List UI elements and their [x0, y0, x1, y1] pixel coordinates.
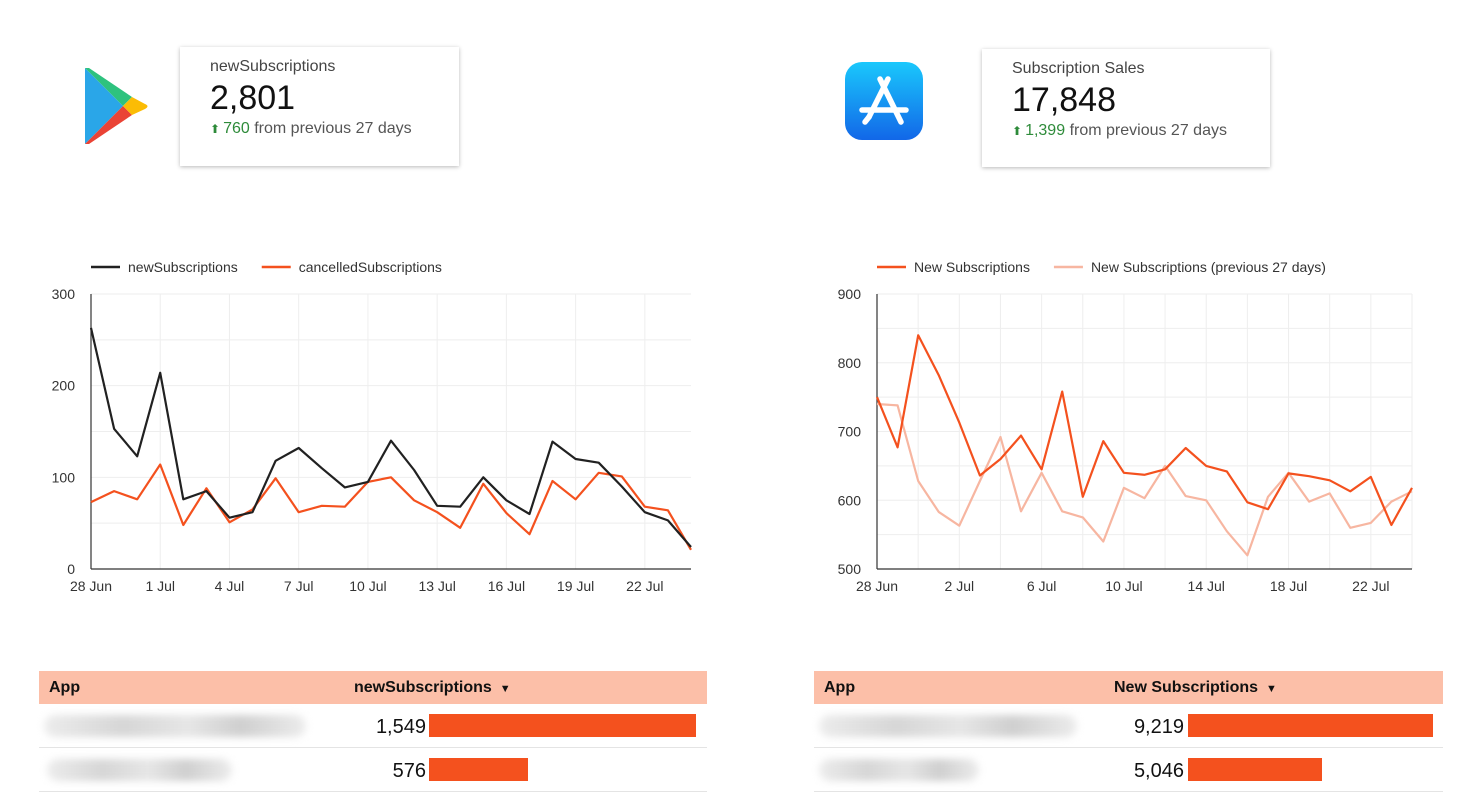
series-line — [875, 334, 1413, 527]
subscription-sales-line-chart: 500 600 700 800 900 28 Jun 2 Jul 6 Jul 10 Jul 14 … — [838, 259, 1413, 594]
legend-label[interactable]: cancelledSubscriptions — [299, 259, 442, 275]
kpi-delta-text: from previous 27 days — [1069, 122, 1227, 139]
x-tick-label: 10 Jul — [349, 578, 386, 594]
blurred-app-name — [47, 759, 232, 781]
kpi-scorecard: Subscription Sales 17,848 ⬆ 1,399 from pr… — [982, 49, 1270, 167]
x-tick-label: 10 Jul — [1105, 578, 1142, 594]
column-header-label: newSubscriptions — [354, 679, 492, 696]
kpi-delta: ⬆ 760 from previous 27 days — [210, 119, 429, 139]
x-tick-label: 7 Jul — [284, 578, 314, 594]
column-header-label: New Subscriptions — [1114, 679, 1259, 696]
y-tick-label: 0 — [67, 561, 75, 577]
x-tick-label: 22 Jul — [1352, 578, 1389, 594]
table-header: App New Subscriptions ▼ — [814, 671, 1443, 704]
y-tick-label: 900 — [838, 286, 862, 302]
sort-desc-icon[interactable]: ▼ — [499, 683, 511, 695]
x-tick-label: 14 Jul — [1188, 578, 1225, 594]
x-tick-label: 28 Jun — [856, 578, 898, 594]
y-tick-label: 800 — [838, 355, 862, 371]
app-table: App newSubscriptions ▼ 1,549 576 — [39, 671, 707, 792]
y-tick-label: 600 — [838, 492, 862, 508]
blurred-app-name — [44, 715, 306, 737]
arrow-up-icon: ⬆ — [210, 122, 221, 136]
sort-desc-icon[interactable]: ▼ — [1266, 683, 1277, 695]
google-play-icon — [85, 68, 148, 144]
x-tick-label: 2 Jul — [945, 578, 975, 594]
x-tick-label: 4 Jul — [215, 578, 245, 594]
x-tick-label: 16 Jul — [488, 578, 525, 594]
series-line — [90, 463, 692, 551]
kpi-label: newSubscriptions — [210, 58, 336, 75]
column-header-metric[interactable]: New Subscriptions ▼ — [1114, 679, 1277, 697]
y-tick-label: 500 — [838, 561, 862, 577]
table-row[interactable]: 5,046 — [814, 748, 1443, 792]
table-row[interactable]: 576 — [39, 748, 707, 792]
kpi-scorecard: newSubscriptions 2,801 ⬆ 760 from previou… — [180, 47, 459, 166]
app-table: App New Subscriptions ▼ 9,219 5,046 — [814, 671, 1443, 792]
y-tick-label: 700 — [838, 424, 862, 440]
kpi-value: 2,801 — [210, 79, 296, 117]
table-row[interactable]: 1,549 — [39, 704, 707, 748]
row-value: 5,046 — [1133, 760, 1184, 782]
x-tick-label: 1 Jul — [145, 578, 175, 594]
column-header-metric[interactable]: newSubscriptions ▼ — [354, 679, 511, 697]
row-bar — [1188, 714, 1433, 737]
kpi-value: 17,848 — [1012, 81, 1116, 119]
series-line — [876, 402, 1413, 557]
series-line — [89, 327, 692, 548]
kpi-delta-value: 760 — [223, 120, 250, 137]
subscriptions-line-chart: 0 100 200 300 28 Jun 1 Jul 4 Jul 7 Jul 10 Jul 13 … — [52, 259, 692, 594]
arrow-up-icon: ⬆ — [1012, 124, 1023, 138]
row-bar — [1188, 758, 1322, 781]
table-row[interactable]: 9,219 — [814, 704, 1443, 748]
kpi-label: Subscription Sales — [1012, 60, 1145, 77]
x-tick-label: 22 Jul — [626, 578, 663, 594]
column-header-app[interactable]: App — [49, 679, 81, 696]
x-tick-label: 18 Jul — [1270, 578, 1307, 594]
kpi-delta-text: from previous 27 days — [254, 120, 412, 137]
row-value: 1,549 — [375, 716, 426, 738]
blurred-app-name — [819, 759, 979, 781]
kpi-delta-value: 1,399 — [1025, 122, 1066, 139]
row-value: 576 — [392, 760, 426, 782]
kpi-delta: ⬆ 1,399 from previous 27 days — [1012, 121, 1240, 141]
app-store-icon — [845, 62, 923, 140]
x-tick-label: 13 Jul — [418, 578, 455, 594]
app-store-panel: Subscription Sales 17,848 ⬆ 1,399 from pr… — [737, 0, 1475, 800]
google-play-panel: newSubscriptions 2,801 ⬆ 760 from previou… — [0, 0, 737, 800]
column-header-app[interactable]: App — [824, 679, 856, 696]
x-tick-label: 6 Jul — [1027, 578, 1057, 594]
y-tick-label: 300 — [52, 286, 76, 302]
legend-label[interactable]: New Subscriptions (previous 27 days) — [1091, 259, 1326, 275]
row-bar — [429, 758, 529, 781]
blurred-app-name — [819, 715, 1077, 737]
y-tick-label: 100 — [52, 469, 76, 485]
row-value: 9,219 — [1133, 716, 1184, 738]
legend-label[interactable]: New Subscriptions — [914, 259, 1030, 275]
x-tick-label: 19 Jul — [557, 578, 594, 594]
table-header: App newSubscriptions ▼ — [39, 671, 707, 704]
y-tick-label: 200 — [52, 378, 76, 394]
x-tick-label: 28 Jun — [70, 578, 112, 594]
legend-label[interactable]: newSubscriptions — [128, 259, 238, 275]
row-bar — [429, 714, 696, 737]
